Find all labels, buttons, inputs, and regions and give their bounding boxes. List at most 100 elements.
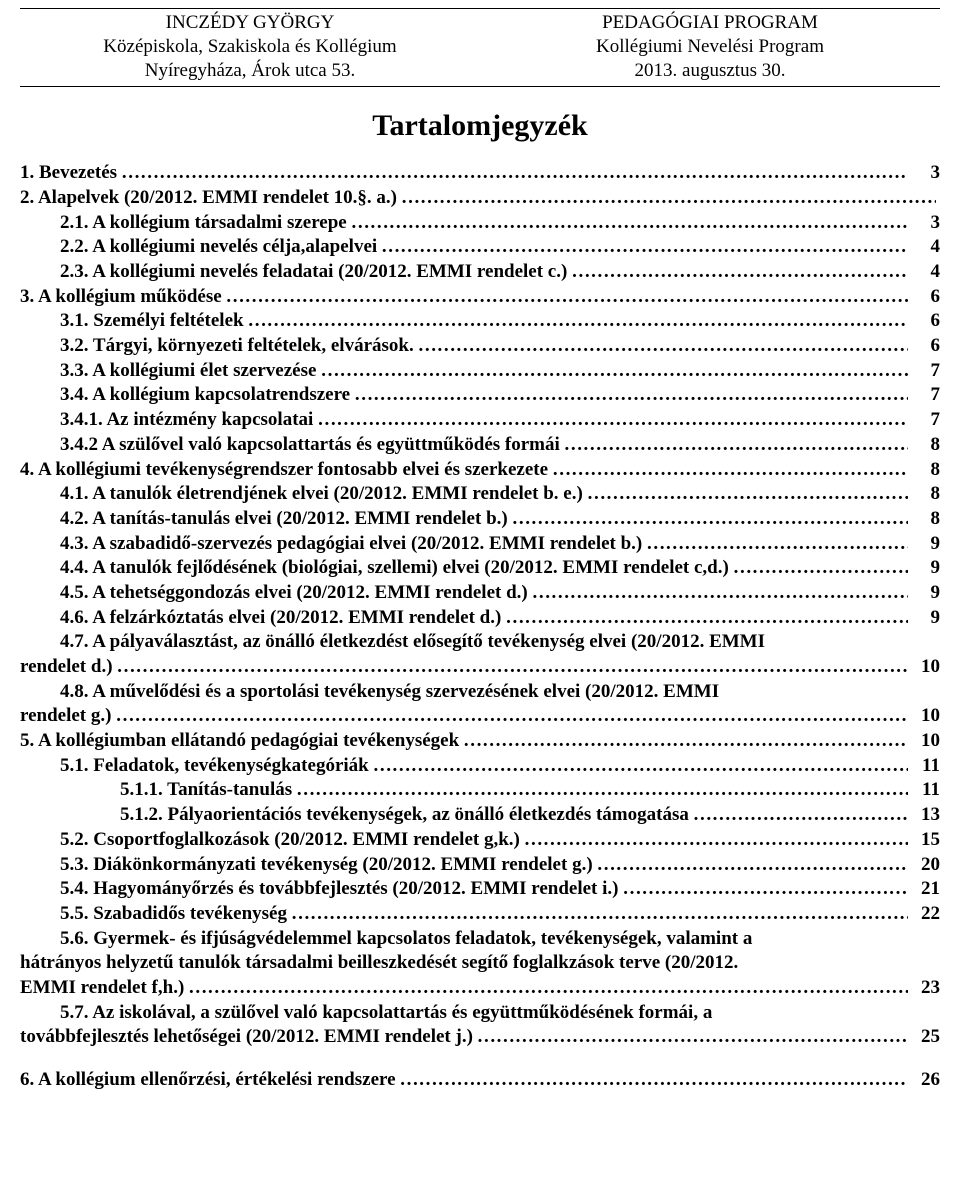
toc-label: hátrányos helyzetű tanulók társadalmi be… (20, 951, 738, 976)
toc-label: 4.1. A tanulók életrendjének elvei (20/2… (60, 482, 583, 507)
toc-entry: 5.4. Hagyományőrzés és továbbfejlesztés … (20, 877, 940, 902)
toc-leader-dots (597, 853, 908, 878)
toc-label: 5.3. Diákönkormányzati tevékenység (20/2… (60, 853, 593, 878)
toc-label: 4.8. A művelődési és a sportolási tevéke… (60, 680, 719, 705)
toc-label: 5.1.1. Tanítás-tanulás (120, 778, 292, 803)
toc-leader-dots (552, 458, 908, 483)
toc-entry: 4.1. A tanulók életrendjének elvei (20/2… (20, 482, 940, 507)
toc-entry: 5.2. Csoportfoglalkozások (20/2012. EMMI… (20, 828, 940, 853)
toc-leader-dots (121, 161, 908, 186)
toc-page-number: 23 (912, 976, 940, 1001)
toc-label: 4. A kollégiumi tevékenységrendszer font… (20, 458, 548, 483)
toc-page-number: 7 (912, 359, 940, 384)
toc-leader-dots (524, 828, 908, 853)
toc-leader-dots (291, 902, 908, 927)
toc-leader-dots (622, 877, 908, 902)
toc-page-number: 9 (912, 556, 940, 581)
toc-page-number: 11 (912, 754, 940, 779)
toc-leader-dots (477, 1025, 908, 1050)
toc-entry: 1. Bevezetés3 (20, 161, 940, 186)
toc-entry: 3.3. A kollégiumi élet szervezése 7 (20, 359, 940, 384)
toc-leader-dots (354, 383, 908, 408)
toc-label: 5.6. Gyermek- és ifjúságvédelemmel kapcs… (60, 927, 752, 952)
toc-page-number: 8 (912, 507, 940, 532)
toc-leader-dots (463, 729, 908, 754)
toc-entry: 5.5. Szabadidős tevékenység22 (20, 902, 940, 927)
toc-label: 6. A kollégium ellenőrzési, értékelési r… (20, 1068, 396, 1093)
toc-page-number: 6 (912, 309, 940, 334)
toc-page-number: 26 (912, 1068, 940, 1093)
toc-page-number: 20 (912, 853, 940, 878)
toc-label: 5.4. Hagyományőrzés és továbbfejlesztés … (60, 877, 618, 902)
toc-entry: 5.1. Feladatok, tevékenységkategóriák 11 (20, 754, 940, 779)
toc-leader-dots (381, 235, 908, 260)
toc-label: 3.2. Tárgyi, környezeti feltételek, elvá… (60, 334, 414, 359)
toc-label: rendelet d.) (20, 655, 113, 680)
toc-leader-dots (296, 778, 908, 803)
toc-entry: 2.3. A kollégiumi nevelés feladatai (20/… (20, 260, 940, 285)
toc-entry: 3.1. Személyi feltételek6 (20, 309, 940, 334)
toc-label: 5.2. Csoportfoglalkozások (20/2012. EMMI… (60, 828, 520, 853)
toc-label: 3.3. A kollégiumi élet szervezése (60, 359, 316, 384)
toc-page-number: 4 (912, 235, 940, 260)
toc-spacer (20, 1050, 940, 1068)
toc-page-number: 10 (912, 655, 940, 680)
toc-page-number: 8 (912, 458, 940, 483)
toc-label: továbbfejlesztés lehetőségei (20/2012. E… (20, 1025, 473, 1050)
toc-entry-continuation: továbbfejlesztés lehetőségei (20/2012. E… (20, 1025, 940, 1050)
toc-page-number: 15 (912, 828, 940, 853)
toc-entry: 2.1. A kollégium társadalmi szerepe 3 (20, 211, 940, 236)
toc-leader-dots (512, 507, 908, 532)
toc-page-number: 3 (912, 211, 940, 236)
toc-entry: 4.2. A tanítás-tanulás elvei (20/2012. E… (20, 507, 940, 532)
header-left: INCZÉDY GYÖRGY Középiskola, Szakiskola é… (20, 11, 480, 82)
toc-entry: 4.6. A felzárkóztatás elvei (20/2012. EM… (20, 606, 940, 631)
toc-leader-dots (505, 606, 908, 631)
toc-label: rendelet g.) (20, 704, 111, 729)
toc-entry: 2. Alapelvek (20/2012. EMMI rendelet 10.… (20, 186, 940, 211)
toc-leader-dots (320, 359, 908, 384)
toc-label: 4.3. A szabadidő-szervezés pedagógiai el… (60, 532, 642, 557)
toc-entry: 4.8. A művelődési és a sportolási tevéke… (20, 680, 940, 705)
toc-label: 5.5. Szabadidős tevékenység (60, 902, 287, 927)
toc-label: 4.5. A tehetséggondozás elvei (20/2012. … (60, 581, 528, 606)
toc-label: 4.6. A felzárkóztatás elvei (20/2012. EM… (60, 606, 501, 631)
toc-leader-dots (248, 309, 908, 334)
toc-entry: 5. A kollégiumban ellátandó pedagógiai t… (20, 729, 940, 754)
toc-label: 1. Bevezetés (20, 161, 117, 186)
toc-leader-dots (587, 482, 908, 507)
toc-leader-dots (351, 211, 908, 236)
toc-page-number: 13 (912, 803, 940, 828)
page-header: INCZÉDY GYÖRGY Középiskola, Szakiskola é… (20, 8, 940, 87)
toc-label: 2.2. A kollégiumi nevelés célja,alapelve… (60, 235, 377, 260)
toc-entry-continuation: hátrányos helyzetű tanulók társadalmi be… (20, 951, 940, 976)
toc-entry: 5.6. Gyermek- és ifjúságvédelemmel kapcs… (20, 927, 940, 952)
toc-leader-dots (571, 260, 908, 285)
toc-entry: 6. A kollégium ellenőrzési, értékelési r… (20, 1068, 940, 1093)
toc-label: 3.4. A kollégium kapcsolatrendszere (60, 383, 350, 408)
toc-leader-dots (733, 556, 908, 581)
toc-entry: 3. A kollégium működése6 (20, 285, 940, 310)
toc-label: 5.7. Az iskolával, a szülővel való kapcs… (60, 1001, 712, 1026)
toc-label: 3. A kollégium működése (20, 285, 222, 310)
toc-label: 5.1.2. Pályaorientációs tevékenységek, a… (120, 803, 689, 828)
toc-page-number: 4 (912, 260, 940, 285)
toc-page-number: 11 (912, 778, 940, 803)
toc-leader-dots (400, 1068, 908, 1093)
toc-page-number: 10 (912, 729, 940, 754)
toc-entry: 3.4.1. Az intézmény kapcsolatai7 (20, 408, 940, 433)
toc-entry: 3.4. A kollégium kapcsolatrendszere 7 (20, 383, 940, 408)
toc-leader-dots (115, 704, 908, 729)
toc-entry: 4.5. A tehetséggondozás elvei (20/2012. … (20, 581, 940, 606)
toc-entry: 4.7. A pályaválasztást, az önálló életke… (20, 630, 940, 655)
header-left-line-3: Nyíregyháza, Árok utca 53. (20, 59, 480, 83)
toc-label: 2.1. A kollégium társadalmi szerepe (60, 211, 347, 236)
toc-leader-dots (418, 334, 908, 359)
toc-page-number: 25 (912, 1025, 940, 1050)
toc-page-number: 7 (912, 383, 940, 408)
toc-leader-dots (117, 655, 908, 680)
toc-leader-dots (401, 186, 936, 211)
toc-label: 5.1. Feladatok, tevékenységkategóriák (60, 754, 369, 779)
header-left-line-1: INCZÉDY GYÖRGY (20, 11, 480, 35)
toc-entry-continuation: rendelet g.)10 (20, 704, 940, 729)
